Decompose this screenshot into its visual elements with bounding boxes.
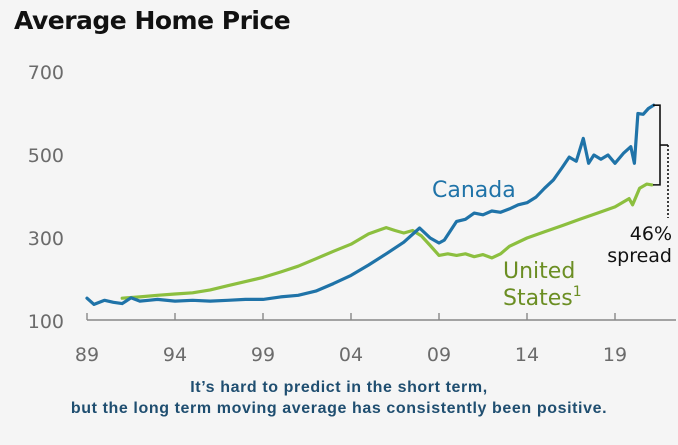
spread-value: 46% xyxy=(630,223,672,245)
x-tick-label: 14 xyxy=(515,344,539,366)
spread-annotation xyxy=(653,104,669,218)
y-tick-label: 100 xyxy=(28,311,64,333)
x-tick-label: 19 xyxy=(603,344,627,366)
chart-caption: It’s hard to predict in the short term, … xyxy=(0,377,678,419)
us-label-line2: States1 xyxy=(503,284,582,311)
chart-title: Average Home Price xyxy=(14,6,291,35)
y-tick-label: 300 xyxy=(28,228,64,250)
caption-line-2: but the long term moving average has con… xyxy=(70,400,608,417)
x-tick-label: 04 xyxy=(339,344,363,366)
us-label-line1: United xyxy=(503,259,575,284)
us-label-states: States xyxy=(503,286,573,311)
y-tick-label: 500 xyxy=(28,145,64,167)
spread-label: spread xyxy=(607,245,672,267)
series-line-united-states xyxy=(120,182,654,300)
y-tick-label: 700 xyxy=(28,62,64,84)
x-tick-label: 89 xyxy=(75,344,99,366)
x-tick-label: 99 xyxy=(251,344,275,366)
us-footnote-marker: 1 xyxy=(573,284,582,300)
caption-line-1: It’s hard to predict in the short term, xyxy=(190,379,488,396)
x-axis: 89 94 99 04 09 14 19 xyxy=(75,313,676,366)
spread-bracket xyxy=(653,104,661,186)
x-tick-label: 94 xyxy=(163,344,187,366)
series-line-canada xyxy=(85,103,656,306)
canada-label: Canada xyxy=(432,178,516,203)
series-lines xyxy=(85,103,656,306)
y-axis-ticks: 100 300 500 700 xyxy=(28,62,64,333)
x-tick-label: 09 xyxy=(427,344,451,366)
